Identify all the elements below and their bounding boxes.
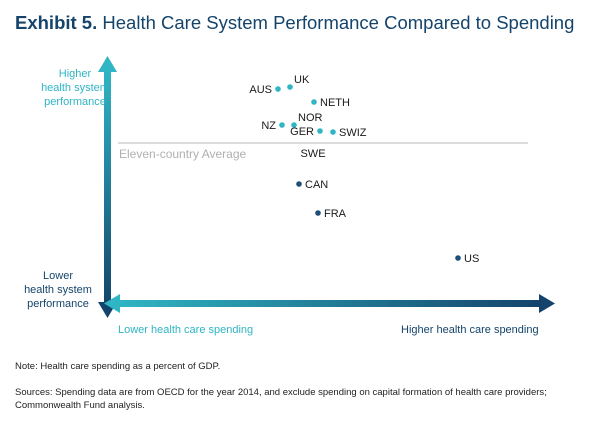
- x-axis-low-label: Lower health care spending: [118, 324, 254, 336]
- label-fra: FRA: [324, 208, 347, 220]
- label-swiz: SWIZ: [339, 127, 367, 139]
- point-ger: [317, 128, 323, 134]
- label-nor: NOR: [298, 112, 323, 124]
- label-nz: NZ: [261, 120, 276, 132]
- average-label: Eleven-country Average: [119, 147, 247, 161]
- y-axis-line: [104, 70, 111, 306]
- label-aus: AUS: [249, 84, 272, 96]
- y-axis-low-label: Lower health system performance: [24, 270, 92, 310]
- point-uk: [287, 84, 293, 90]
- data-points: AUS UK NETH NZ NOR GER SWIZ SWE CAN FRA US: [249, 74, 479, 265]
- label-swe: SWE: [300, 148, 325, 160]
- chart-note: Note: Health care spending as a percent …: [15, 361, 221, 372]
- chart-sources: Sources: Spending data are from OECD for…: [15, 387, 547, 411]
- label-ger: GER: [290, 126, 314, 138]
- label-neth: NETH: [320, 97, 350, 109]
- title-text: Health Care System Performance Compared …: [102, 12, 575, 33]
- x-axis-arrow-left: [104, 294, 120, 313]
- point-us: [455, 255, 461, 261]
- label-can: CAN: [305, 179, 328, 191]
- y-axis-high-label: Higher health system performance: [41, 68, 109, 108]
- point-nz: [279, 122, 285, 128]
- label-uk: UK: [294, 74, 310, 86]
- label-us: US: [464, 253, 479, 265]
- point-neth: [311, 99, 317, 105]
- point-fra: [315, 210, 321, 216]
- x-axis-high-label: Higher health care spending: [401, 324, 539, 336]
- chart-title: Exhibit 5. Health Care System Performanc…: [15, 12, 574, 34]
- point-nor: [291, 122, 297, 128]
- point-aus: [275, 86, 281, 92]
- point-can: [296, 181, 302, 187]
- point-swiz: [330, 129, 336, 135]
- y-axis-arrow-up: [98, 56, 117, 72]
- exhibit-number: Exhibit 5.: [15, 12, 98, 33]
- x-axis-line: [118, 300, 542, 307]
- x-axis-arrow-right: [539, 294, 555, 313]
